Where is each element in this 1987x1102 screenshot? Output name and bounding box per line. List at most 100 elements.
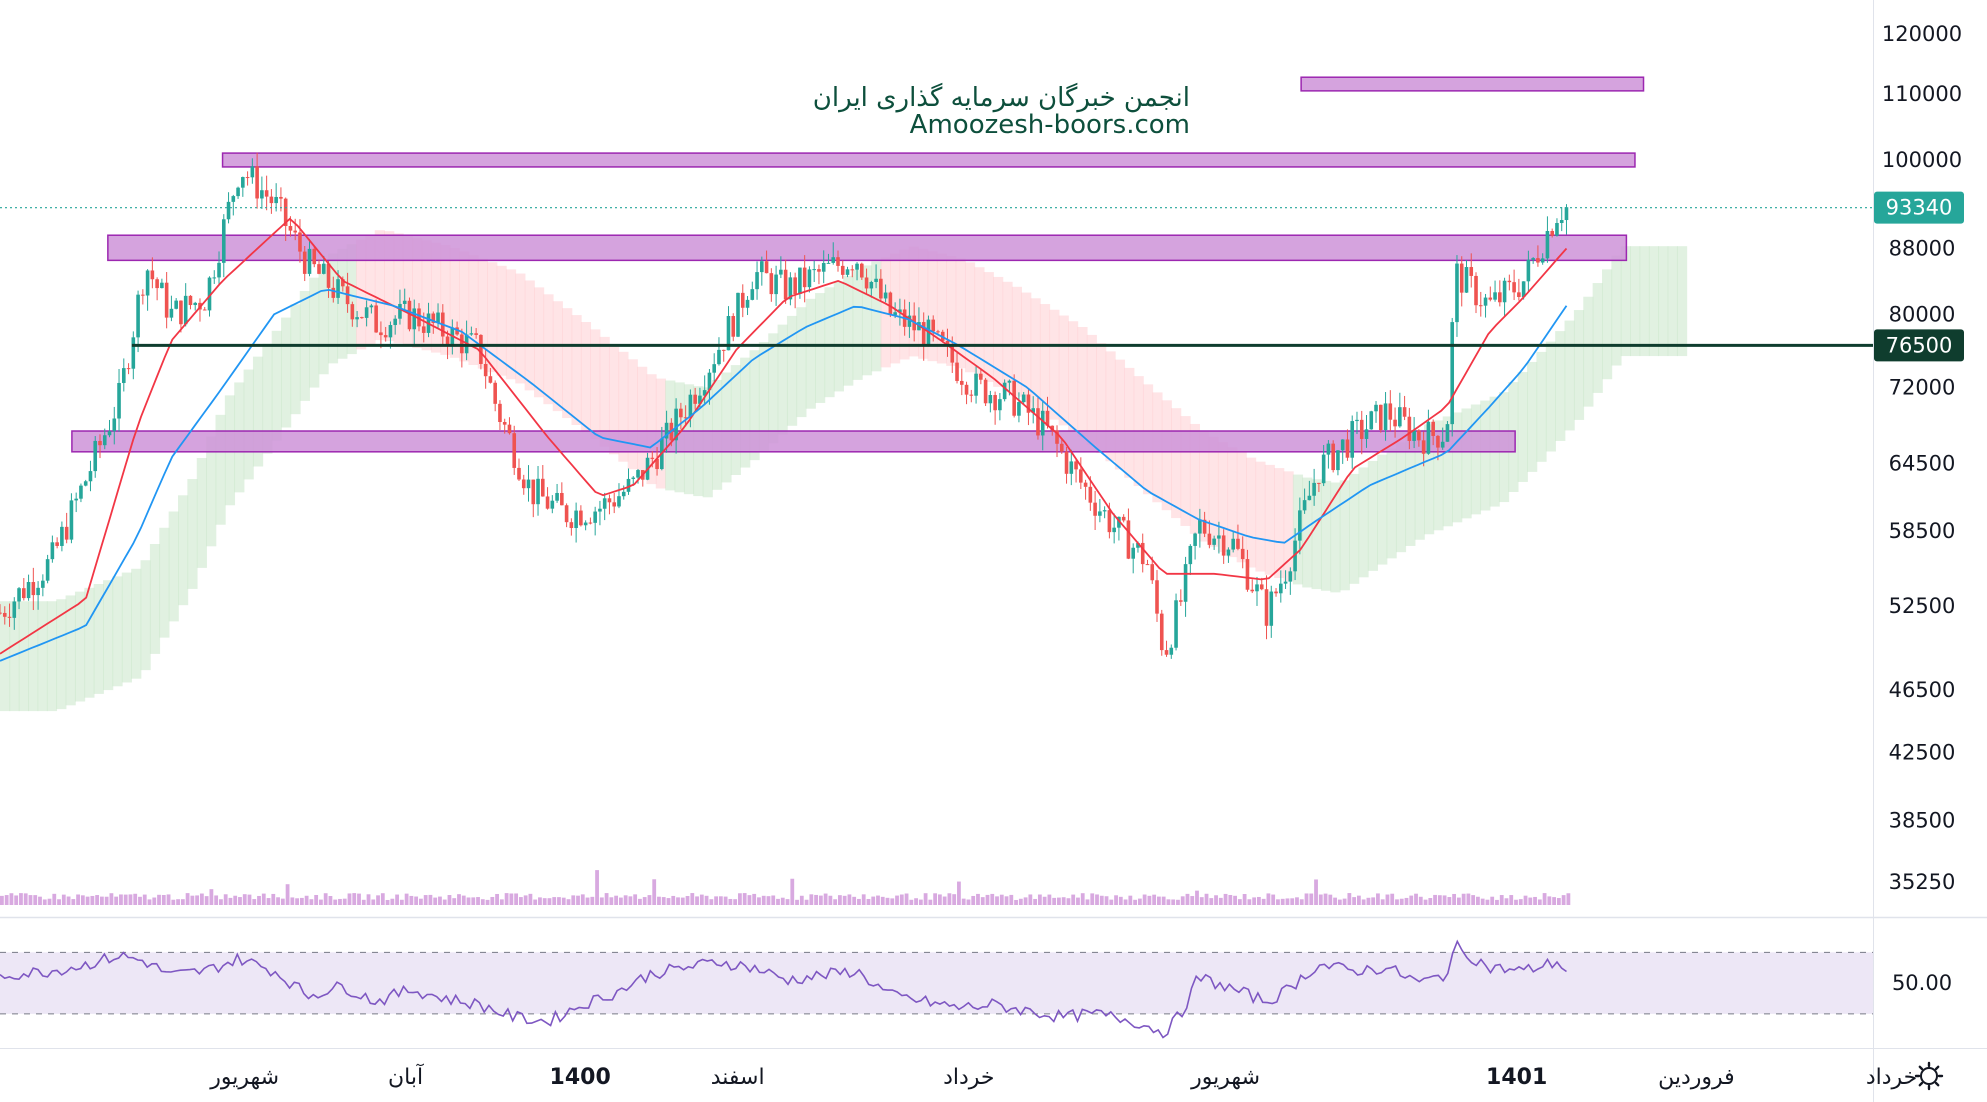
volume-bar: [38, 896, 42, 905]
candle-body: [1340, 439, 1345, 451]
candle-body: [1350, 421, 1355, 458]
volume-bar: [280, 898, 285, 905]
volume-bar: [1523, 895, 1528, 905]
volume-bar: [1057, 897, 1061, 905]
cloud-segment: [374, 230, 385, 341]
volume-bar: [333, 899, 338, 905]
volume-bar: [728, 898, 733, 905]
volume-bar: [961, 898, 966, 905]
volume-bar: [23, 893, 28, 905]
candle-body: [740, 292, 745, 308]
candle-body: [631, 477, 636, 479]
candle-body: [155, 279, 159, 289]
candle-body: [174, 300, 178, 309]
rsi-pane: 50.00: [0, 939, 1952, 1039]
volume-bar: [142, 894, 147, 905]
candle-body: [93, 440, 98, 472]
candle-body: [574, 510, 578, 529]
volume-bar: [176, 899, 180, 905]
volume-bar: [1080, 893, 1085, 905]
settings-gear-icon[interactable]: [1914, 1061, 1944, 1091]
volume-bar: [1456, 897, 1461, 905]
candle-body: [693, 394, 697, 404]
volume-bar: [199, 893, 204, 905]
candle-body: [41, 580, 45, 588]
candle-body: [493, 382, 497, 404]
volume-bar: [1066, 898, 1071, 905]
candle-body: [274, 196, 278, 204]
volume-bar: [1076, 897, 1080, 905]
volume-bar: [1142, 894, 1147, 905]
volume-bar: [542, 898, 547, 905]
candle-body: [79, 485, 83, 499]
candle-body: [1521, 281, 1526, 298]
volume-bar: [628, 896, 633, 905]
volume-bar: [661, 897, 666, 905]
volume-bar: [790, 878, 795, 905]
cloud-segment: [252, 356, 264, 467]
candle-body: [931, 319, 936, 332]
volume-bar: [1252, 897, 1257, 905]
candle-body: [269, 196, 274, 204]
candle-body: [1198, 519, 1202, 534]
volume-bar: [4, 895, 9, 905]
volume-bar: [966, 899, 971, 905]
cloud-segment: [880, 257, 891, 368]
volume-bar: [795, 899, 799, 905]
volume-bar: [538, 897, 542, 905]
volume-bar: [1461, 893, 1466, 905]
volume-bar: [214, 895, 219, 905]
candle-body: [1426, 421, 1431, 454]
candle-body: [74, 498, 78, 501]
candle-body: [217, 262, 221, 278]
candle-body: [1345, 439, 1350, 458]
candle-body: [1478, 305, 1483, 307]
volume-bar: [1404, 897, 1409, 905]
cloud-segment: [168, 511, 179, 622]
candle-body: [802, 267, 807, 288]
price-tick-label: 58500: [1889, 519, 1956, 543]
cloud-segment: [1536, 351, 1547, 462]
volume-bar: [1504, 898, 1509, 905]
candle-body: [555, 492, 559, 501]
candle-body: [1217, 535, 1221, 539]
candle-body: [321, 263, 326, 274]
time-axis[interactable]: شهریور آبان 1400 اسفند خرداد شهریور 1401 فروردی…: [209, 1063, 1917, 1090]
candle-body: [488, 376, 493, 383]
volume-bar: [1342, 898, 1347, 905]
candle-body: [521, 479, 526, 489]
candle-body: [417, 308, 421, 327]
volume-bar: [547, 898, 552, 905]
cloud-segment: [1470, 404, 1482, 515]
price-zone: [1300, 76, 1645, 92]
volume-bar: [837, 895, 842, 905]
volume-bar: [299, 897, 304, 905]
volume-bar: [1290, 898, 1295, 905]
candle-body: [1183, 564, 1188, 602]
candle-body: [1421, 440, 1426, 454]
candle-body: [745, 299, 750, 308]
volume-bar: [352, 893, 357, 905]
candle-body: [1274, 591, 1278, 594]
cloud-segment: [721, 372, 732, 483]
cloud-segment: [1021, 292, 1032, 403]
cloud-segment: [515, 273, 526, 384]
cloud-segment: [1030, 298, 1041, 409]
volume-bar: [338, 898, 342, 905]
candle-body: [883, 292, 888, 299]
cloud-segment: [449, 247, 460, 358]
cloud-segment: [534, 287, 545, 398]
candle-body: [1145, 564, 1150, 566]
volume-bar: [1271, 894, 1276, 905]
cloud-segment: [1086, 334, 1097, 445]
volume-bar: [618, 897, 623, 905]
candle-body: [141, 294, 145, 296]
price-axis[interactable]: 120000 110000 100000 88000 80000 72000 64500 58…: [1882, 22, 1962, 894]
volume-bar: [371, 899, 376, 905]
candle-body: [1021, 394, 1026, 403]
volume-bar: [219, 899, 223, 905]
cloud-segment: [749, 350, 760, 461]
cloud-segment: [103, 580, 114, 691]
volume-bar: [647, 895, 652, 905]
